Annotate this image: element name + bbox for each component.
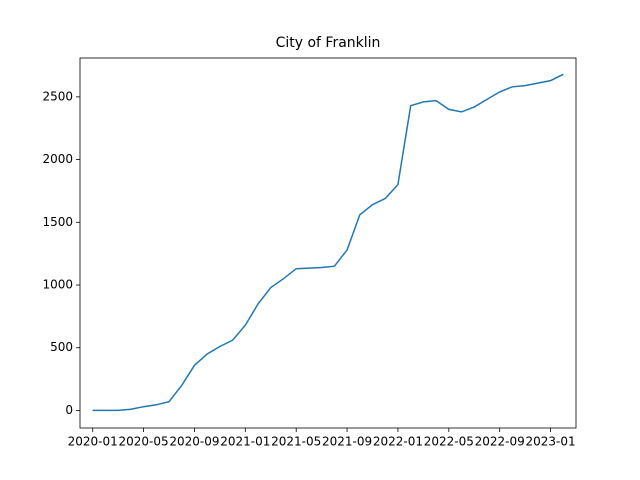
- x-tick-label: 2023-01: [525, 435, 575, 449]
- y-tick-label: 1500: [42, 215, 73, 229]
- data-line: [92, 73, 564, 412]
- plot-frame: [79, 57, 577, 429]
- chart-title: City of Franklin: [276, 35, 381, 51]
- x-tick-label: 2021-09: [322, 435, 372, 449]
- x-tick-label: 2020-09: [169, 435, 219, 449]
- y-tick-label: 500: [50, 340, 73, 354]
- y-tick-label: 2000: [42, 152, 73, 166]
- x-tick-label: 2020-01: [68, 435, 118, 449]
- x-tick-label: 2022-01: [373, 435, 423, 449]
- y-tick-label: 0: [65, 403, 73, 417]
- x-tick-label: 2022-05: [424, 435, 474, 449]
- x-tick-label: 2021-01: [220, 435, 270, 449]
- x-tick-label: 2021-05: [271, 435, 321, 449]
- x-tick-label: 2020-05: [119, 435, 169, 449]
- x-tick-label: 2022-09: [475, 435, 525, 449]
- y-tick-label: 1000: [42, 278, 73, 292]
- y-tick-label: 2500: [42, 89, 73, 103]
